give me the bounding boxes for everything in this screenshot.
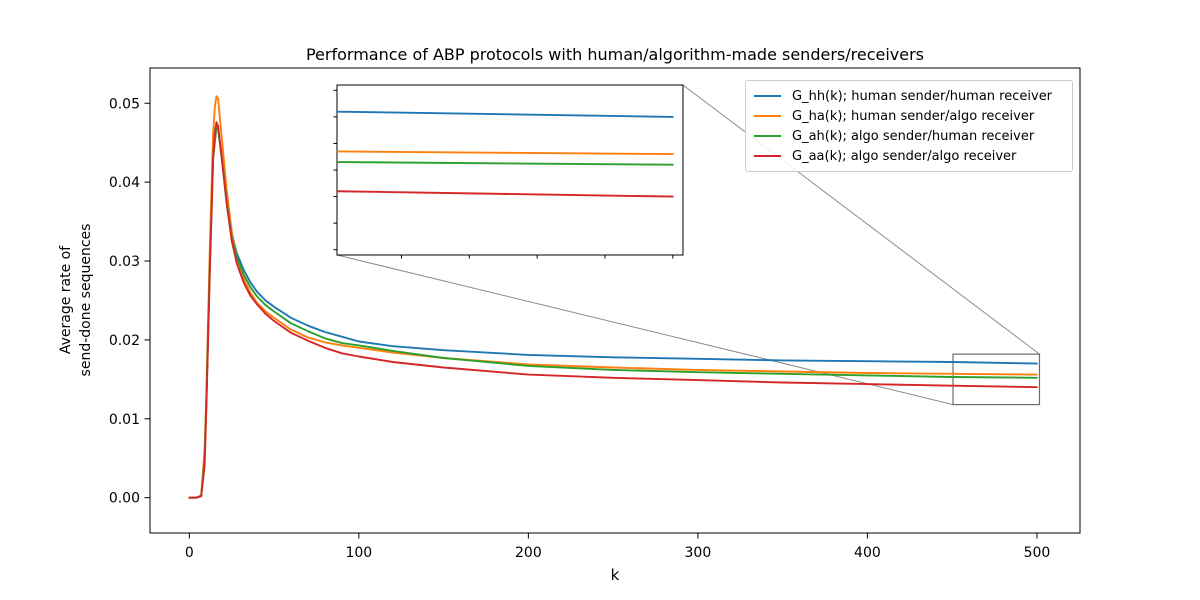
y-axis-label-line1: Average rate of bbox=[58, 245, 74, 355]
inset-series-line-g-ha bbox=[337, 150, 674, 156]
x-tick-label: 100 bbox=[345, 545, 372, 561]
inset-series-line-g-aa bbox=[337, 190, 674, 198]
y-tick-label: 0.05 bbox=[109, 96, 140, 112]
x-tick-label: 0 bbox=[185, 545, 194, 561]
legend-item: G_ah(k); algo sender/human receiver bbox=[754, 129, 1064, 144]
legend-line-sample-ha bbox=[754, 115, 781, 117]
legend-label: G_ha(k); human sender/algo receiver bbox=[792, 108, 1035, 124]
x-axis-label: k bbox=[610, 566, 620, 584]
x-tick-label: 400 bbox=[854, 545, 881, 561]
y-tick-label: 0.01 bbox=[109, 412, 140, 428]
inset-axes-frame bbox=[336, 84, 684, 256]
chart-title: Performance of ABP protocols with human/… bbox=[305, 45, 925, 64]
legend-label: G_hh(k); human sender/human receiver bbox=[792, 88, 1053, 104]
legend-label: G_aa(k); algo sender/algo receiver bbox=[792, 148, 1017, 164]
legend-label: G_ah(k); algo sender/human receiver bbox=[792, 128, 1035, 144]
inset-connector-line-bottom bbox=[336, 254, 954, 406]
y-tick-label: 0.03 bbox=[109, 254, 140, 270]
inset-series-line-g-ah bbox=[337, 161, 674, 166]
legend-item: G_hh(k); human sender/human receiver bbox=[754, 89, 1064, 104]
y-axis-label: Average rate of send-done sequences bbox=[56, 224, 96, 377]
legend-item: G_aa(k); algo sender/algo receiver bbox=[754, 149, 1064, 164]
legend: G_hh(k); human sender/human receiver G_h… bbox=[745, 80, 1073, 172]
inset-connector-line-top bbox=[682, 84, 1040, 355]
axes-frame bbox=[149, 67, 1081, 534]
x-tick-label: 200 bbox=[515, 545, 542, 561]
y-tick-label: 0.02 bbox=[109, 333, 140, 349]
legend-line-sample-aa bbox=[754, 155, 781, 157]
x-tick-label: 300 bbox=[685, 545, 712, 561]
x-tick-label: 500 bbox=[1024, 545, 1051, 561]
y-tick-label: 0.04 bbox=[109, 175, 140, 191]
y-tick-label: 0.00 bbox=[109, 491, 140, 507]
series-line-g-aa bbox=[188, 121, 1038, 499]
legend-item: G_ha(k); human sender/algo receiver bbox=[754, 109, 1064, 124]
y-axis-label-line2: send-done sequences bbox=[78, 223, 94, 377]
zoom-region-rect bbox=[952, 353, 1041, 406]
inset-series-line-g-hh bbox=[337, 110, 674, 118]
legend-line-sample-hh bbox=[754, 95, 781, 97]
legend-line-sample-ah bbox=[754, 135, 781, 137]
